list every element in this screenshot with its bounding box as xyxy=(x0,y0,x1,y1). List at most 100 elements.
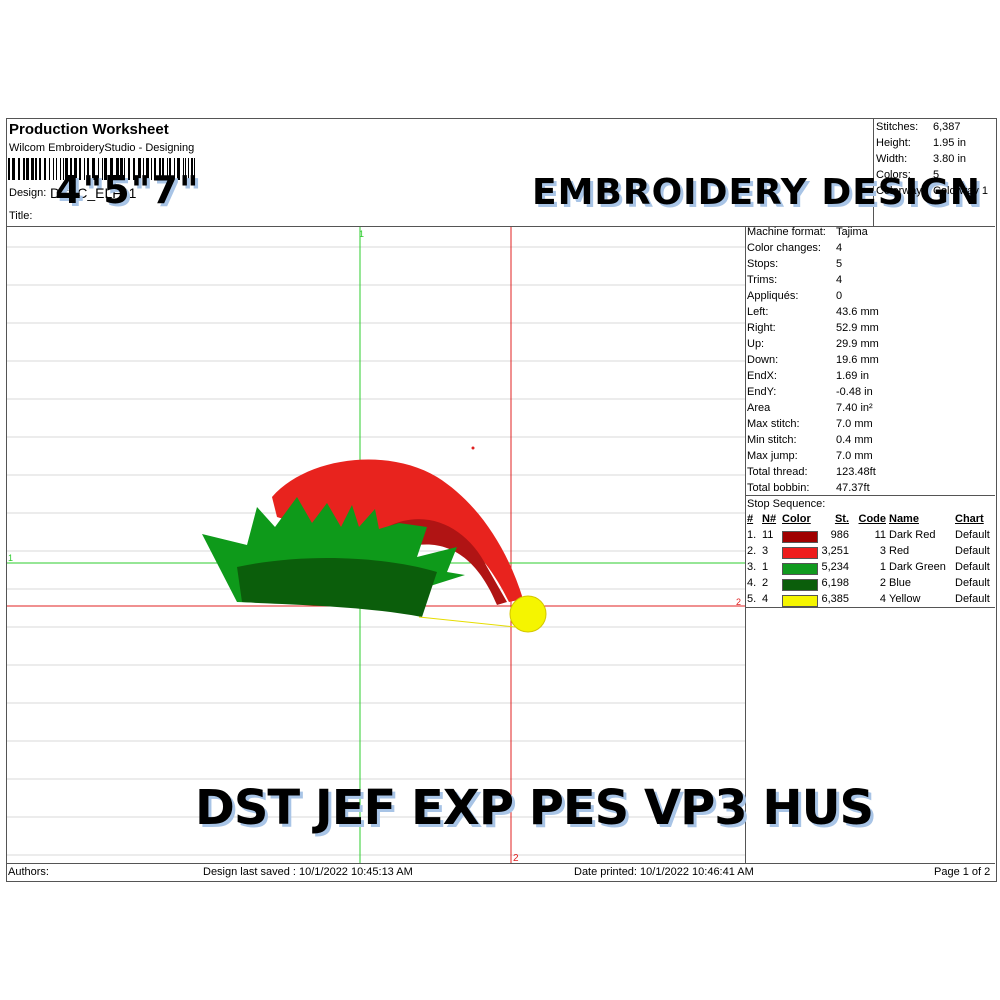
stat-value: 1.69 in xyxy=(836,370,870,382)
stop-cell: 6,385 xyxy=(821,593,849,605)
axis-label: 2 xyxy=(513,853,519,864)
column-header: Color xyxy=(782,513,811,525)
stat-value: 7.0 mm xyxy=(836,418,873,430)
stop-cell: Default xyxy=(955,529,990,541)
color-swatch xyxy=(782,531,818,543)
page-number: Page 1 of 2 xyxy=(934,866,991,878)
barcode-bar xyxy=(151,158,152,180)
summary-label: Width: xyxy=(876,153,908,165)
stat-value: 4 xyxy=(836,274,843,286)
barcode-bar xyxy=(167,158,168,180)
design-name: DS_C_ELF01 xyxy=(50,185,137,201)
barcode-bar xyxy=(12,158,15,180)
barcode-bar xyxy=(162,158,164,180)
start-point xyxy=(471,446,475,450)
barcode-bar xyxy=(183,158,184,180)
stat-value: 7.40 in² xyxy=(836,402,873,414)
title-label: Title: xyxy=(9,210,33,222)
barcode-bar xyxy=(18,158,20,180)
barcode-bar xyxy=(49,158,50,180)
barcode-bar xyxy=(26,158,29,180)
stat-label: Min stitch: xyxy=(747,434,797,446)
stat-value: 4 xyxy=(836,242,843,254)
stat-label: Left: xyxy=(747,306,769,318)
footer-divider xyxy=(6,863,995,864)
stat-value: 0 xyxy=(836,290,843,302)
stop-cell: 986 xyxy=(830,529,849,541)
barcode-bar xyxy=(154,158,156,180)
barcode-bar xyxy=(74,158,77,180)
stat-value: 52.9 mm xyxy=(836,322,879,334)
barcode-bar xyxy=(23,158,25,180)
barcode-bar xyxy=(102,158,103,180)
stat-label: EndY: xyxy=(747,386,777,398)
summary-value: 5 xyxy=(933,169,940,181)
stat-value: 5 xyxy=(836,258,843,270)
barcode-bar xyxy=(8,158,10,180)
barcode-bar xyxy=(79,158,81,180)
stop-cell: 4 xyxy=(879,593,886,605)
column-header: Code xyxy=(858,513,887,525)
stat-value: -0.48 in xyxy=(836,386,873,398)
barcode-bar xyxy=(35,158,37,180)
stop-cell: 2. xyxy=(747,545,757,557)
stat-label: Up: xyxy=(747,338,765,350)
summary-divider xyxy=(873,118,874,226)
barcode-bar xyxy=(84,158,85,180)
overlay-sizes: 4"5"7" xyxy=(55,168,200,212)
stat-value: 0.4 mm xyxy=(836,434,873,446)
axis-label: 1 xyxy=(359,229,365,239)
barcode-bar xyxy=(169,158,171,180)
barcode-bar xyxy=(143,158,144,180)
jump-stitch xyxy=(418,616,516,628)
summary-value: 1.95 in xyxy=(933,137,967,149)
stop-cell: 4. xyxy=(747,577,757,589)
stop-cell: 1. xyxy=(747,529,757,541)
stat-label: Max stitch: xyxy=(747,418,800,430)
stop-divider xyxy=(745,495,995,496)
saved-date: Design last saved : 10/1/2022 10:45:13 A… xyxy=(203,866,413,878)
worksheet-title: Production Worksheet xyxy=(9,121,169,138)
summary-label: Stitches: xyxy=(876,121,919,133)
stat-label: Max jump: xyxy=(747,450,798,462)
summary-value: 6,387 xyxy=(933,121,961,133)
color-swatch xyxy=(782,547,818,559)
stat-value: 43.6 mm xyxy=(836,306,879,318)
barcode-bar xyxy=(60,158,61,180)
column-header: St. xyxy=(834,513,849,525)
barcode-bar xyxy=(92,158,95,180)
stat-label: Area xyxy=(747,402,771,414)
hat-brim xyxy=(237,557,437,617)
stop-cell: 11 xyxy=(874,529,886,541)
sheet-frame xyxy=(6,118,997,882)
column-header: # xyxy=(747,513,754,525)
stop-cell: Default xyxy=(955,545,990,557)
stop-cell: Dark Red xyxy=(889,529,936,541)
stop-cell: 6,198 xyxy=(821,577,849,589)
barcode-bar xyxy=(31,158,34,180)
column-header: Chart xyxy=(955,513,984,525)
barcode-bar xyxy=(56,158,57,180)
stop-cell: 1 xyxy=(762,561,769,573)
stat-value: 123.48ft xyxy=(836,466,876,478)
barcode-bar xyxy=(185,158,186,180)
stop-cell: 3,251 xyxy=(821,545,849,557)
barcode-bar xyxy=(53,158,54,180)
authors: Authors: xyxy=(8,866,49,878)
overlay-heading: EMBROIDERY DESIGN xyxy=(532,172,981,213)
stop-cell: 2 xyxy=(762,577,769,589)
stat-label: Right: xyxy=(747,322,776,334)
stat-label: EndX: xyxy=(747,370,777,382)
stat-label: Trims: xyxy=(747,274,778,286)
stat-value: Tajima xyxy=(836,226,868,238)
barcode xyxy=(8,158,195,180)
barcode-bar xyxy=(110,158,113,180)
barcode-bar xyxy=(177,158,180,180)
software: Wilcom EmbroideryStudio - Designing xyxy=(9,142,195,154)
stop-cell: 1 xyxy=(879,561,886,573)
stop-cell: Default xyxy=(955,561,990,573)
summary-value: Colorway 1 xyxy=(933,185,989,197)
axis-label: 2 xyxy=(736,597,742,607)
stat-label: Machine format: xyxy=(747,226,826,238)
stop-cell: Red xyxy=(889,545,910,557)
